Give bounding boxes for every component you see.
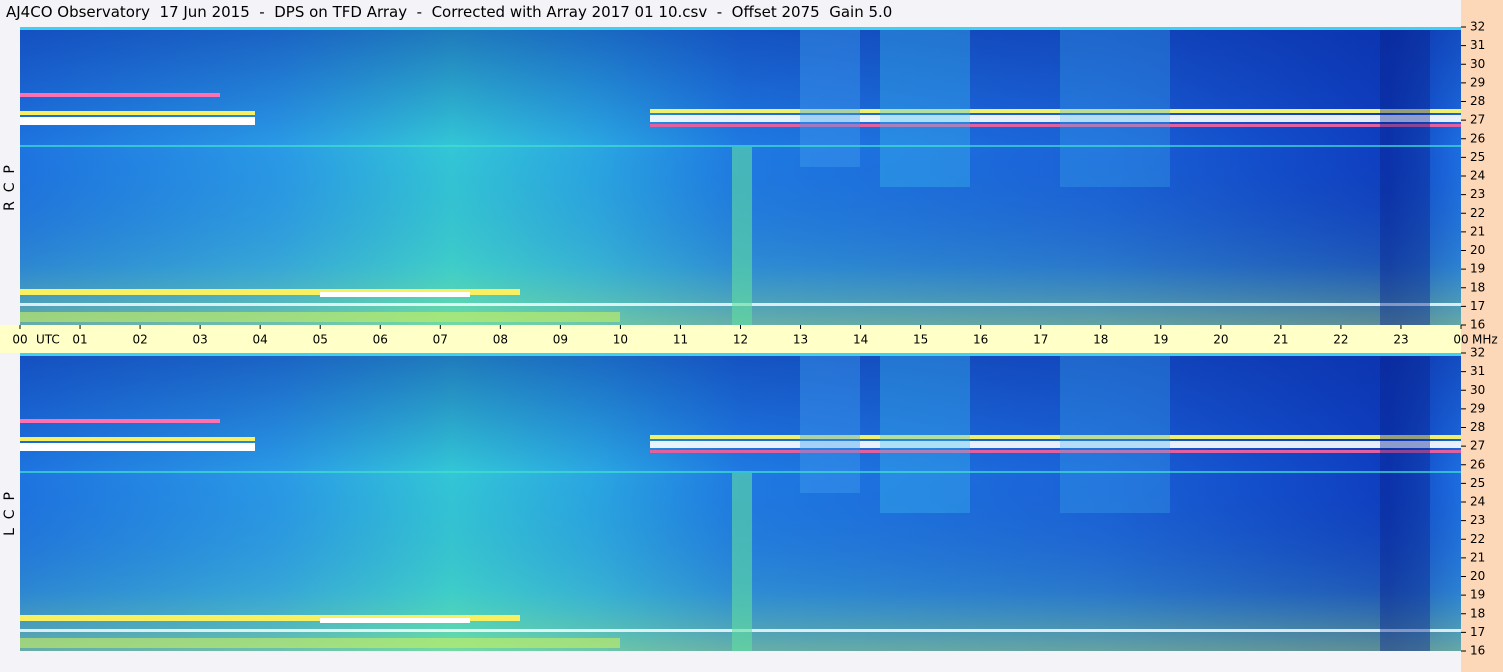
y-unit: MHz bbox=[1472, 333, 1498, 347]
y-tick-label: 30 bbox=[1470, 383, 1485, 397]
y-tick-label: 16 bbox=[1470, 644, 1485, 658]
y-tick-label: 27 bbox=[1470, 439, 1485, 453]
x-tick-label: 14 bbox=[853, 333, 868, 347]
x-tick-label: 07 bbox=[433, 333, 448, 347]
x-tick-label: 23 bbox=[1393, 333, 1408, 347]
y-tick-label: 26 bbox=[1470, 457, 1485, 471]
x-tick-label: 00 bbox=[1453, 333, 1468, 347]
y-tick-label: 16 bbox=[1470, 318, 1485, 332]
x-tick-label: 00 bbox=[12, 333, 27, 347]
y-tick-label: 28 bbox=[1470, 94, 1485, 108]
x-tick-label: 02 bbox=[132, 333, 147, 347]
x-tick-label: 18 bbox=[1093, 333, 1108, 347]
y-tick-label: 18 bbox=[1470, 280, 1485, 294]
y-tick-label: 23 bbox=[1470, 187, 1485, 201]
x-tick-label: 16 bbox=[973, 333, 988, 347]
x-tick-label: 04 bbox=[253, 333, 268, 347]
y-tick-label: 25 bbox=[1470, 150, 1485, 164]
x-tick-label: 03 bbox=[192, 333, 207, 347]
x-tick-label: 17 bbox=[1033, 333, 1048, 347]
panel-label: R C P bbox=[2, 165, 18, 211]
x-tick-label: 09 bbox=[553, 333, 568, 347]
x-tick-label: 12 bbox=[733, 333, 748, 347]
x-tick-label: 21 bbox=[1273, 333, 1288, 347]
y-tick-label: 18 bbox=[1470, 606, 1485, 620]
y-tick-label: 31 bbox=[1470, 364, 1485, 378]
y-tick-label: 19 bbox=[1470, 262, 1485, 276]
y-tick-label: 24 bbox=[1470, 495, 1485, 509]
y-tick-label: 17 bbox=[1470, 625, 1485, 639]
y-tick-label: 23 bbox=[1470, 513, 1485, 527]
y-axis-band bbox=[1461, 0, 1503, 672]
x-unit: UTC bbox=[36, 333, 60, 347]
y-tick-label: 32 bbox=[1470, 20, 1485, 34]
y-tick-label: 26 bbox=[1470, 131, 1485, 145]
y-tick-label: 25 bbox=[1470, 476, 1485, 490]
panel-label: L C P bbox=[2, 492, 18, 536]
y-tick-label: 31 bbox=[1470, 38, 1485, 52]
y-tick-label: 21 bbox=[1470, 550, 1485, 564]
spectrogram-rcp bbox=[20, 27, 1461, 325]
y-tick-label: 20 bbox=[1470, 569, 1485, 583]
spectrogram-lcp bbox=[20, 353, 1461, 651]
x-tick-label: 15 bbox=[913, 333, 928, 347]
x-tick-label: 10 bbox=[613, 333, 628, 347]
y-tick-label: 32 bbox=[1470, 346, 1485, 360]
y-tick-label: 22 bbox=[1470, 532, 1485, 546]
x-tick-label: 22 bbox=[1333, 333, 1348, 347]
y-tick-label: 17 bbox=[1470, 299, 1485, 313]
x-tick-label: 19 bbox=[1153, 333, 1168, 347]
y-tick-label: 30 bbox=[1470, 57, 1485, 71]
y-tick-label: 29 bbox=[1470, 401, 1485, 415]
x-axis-band bbox=[0, 325, 1461, 353]
x-tick-label: 06 bbox=[373, 333, 388, 347]
y-tick-label: 27 bbox=[1470, 113, 1485, 127]
y-tick-label: 28 bbox=[1470, 420, 1485, 434]
x-tick-label: 08 bbox=[493, 333, 508, 347]
y-tick-label: 24 bbox=[1470, 169, 1485, 183]
x-tick-label: 20 bbox=[1213, 333, 1228, 347]
y-tick-label: 29 bbox=[1470, 75, 1485, 89]
x-tick-label: 13 bbox=[793, 333, 808, 347]
x-tick-label: 11 bbox=[673, 333, 688, 347]
y-tick-label: 21 bbox=[1470, 224, 1485, 238]
x-tick-label: 05 bbox=[313, 333, 328, 347]
x-tick-label: 01 bbox=[72, 333, 87, 347]
y-tick-label: 22 bbox=[1470, 206, 1485, 220]
y-tick-label: 19 bbox=[1470, 588, 1485, 602]
y-tick-label: 20 bbox=[1470, 243, 1485, 257]
title: AJ4CO Observatory 17 Jun 2015 - DPS on T… bbox=[6, 3, 893, 21]
